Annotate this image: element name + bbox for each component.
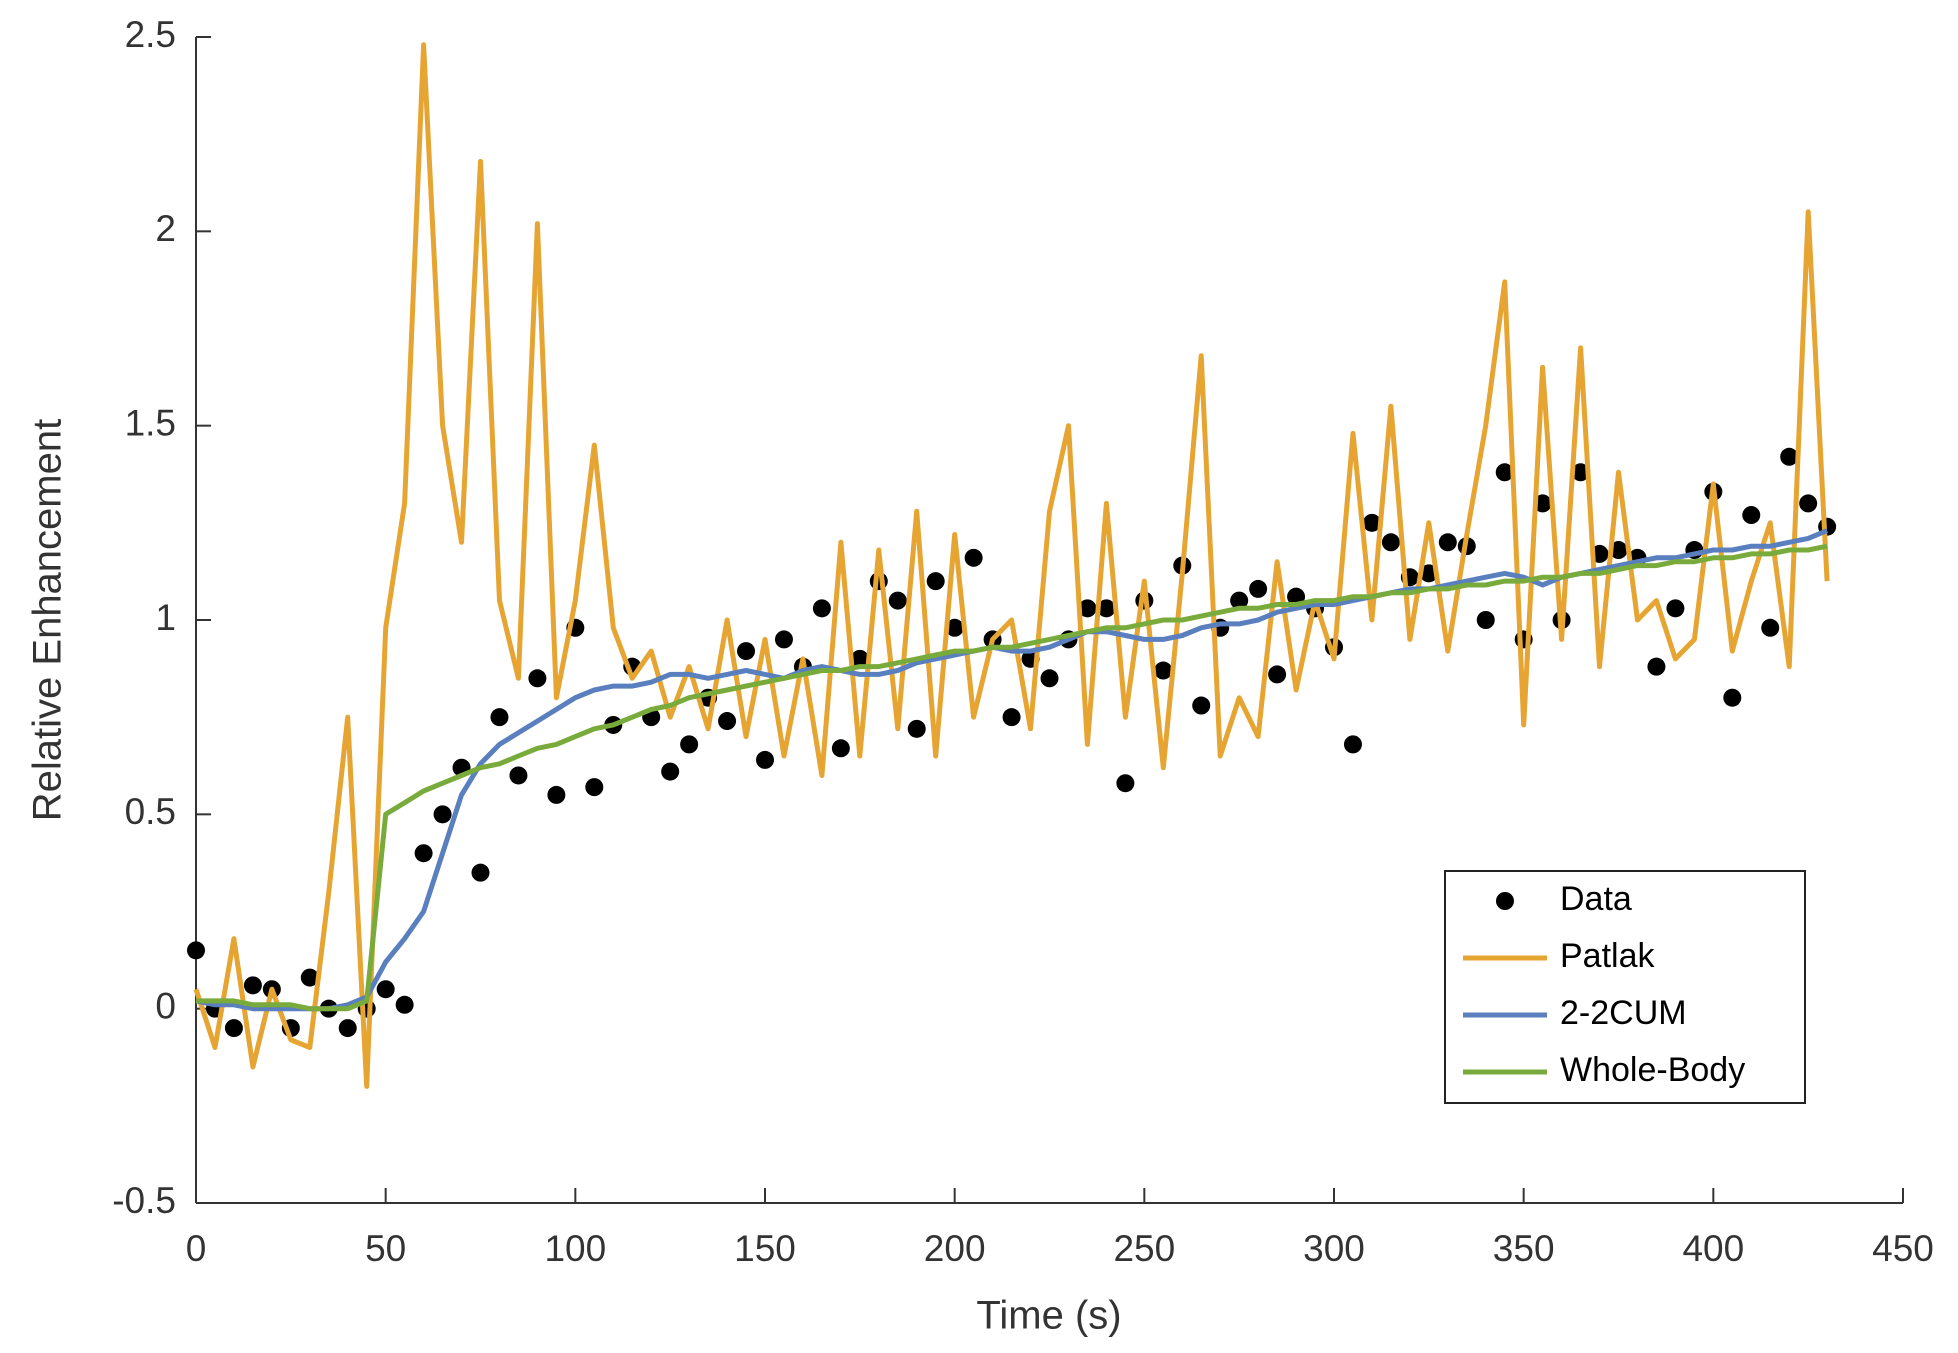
x-tick-label: 0 [186,1228,207,1269]
data-point [1343,735,1362,754]
legend-label: 2-2CUM [1560,994,1687,1032]
data-point [831,739,850,758]
y-tick-label: -0.5 [112,1180,176,1221]
x-tick-label: 250 [1113,1228,1175,1269]
legend-marker [1496,892,1514,910]
data-point [376,980,395,999]
data-point [888,591,907,610]
data-point [585,778,604,797]
data-point [756,750,774,769]
data-point [774,630,793,649]
legend-label: Data [1560,880,1632,918]
data-point [1097,599,1116,618]
data-point [1609,541,1628,560]
data-point [224,1019,243,1038]
data-point [243,976,262,995]
x-tick-label: 50 [365,1228,406,1269]
data-point [812,599,831,618]
data-point [661,762,680,781]
data-point [300,968,319,987]
x-tick-label: 150 [734,1228,796,1269]
data-point [1362,513,1381,532]
data-point [338,1019,357,1038]
data-point [1002,708,1021,727]
data-point [1742,506,1761,525]
data-point [1438,533,1457,552]
data-point [1192,696,1211,715]
data-point [1116,774,1135,793]
data-point [718,712,737,731]
data-point [187,941,205,960]
data-point [926,572,945,591]
data-point [1230,591,1249,610]
y-tick-label: 0 [155,985,176,1026]
data-point [547,785,566,804]
data-point [395,995,414,1014]
x-axis-label: Time (s) [976,1294,1121,1338]
y-tick-label: 0.5 [125,791,176,832]
y-tick-label: 2 [155,208,176,249]
y-tick-label: 1.5 [125,402,176,443]
data-point [1761,618,1780,637]
series-line [196,543,1828,1012]
data-point [945,618,964,637]
y-tick-label: 1 [155,597,176,638]
x-tick-label: 200 [924,1228,986,1269]
x-tick-label: 300 [1303,1228,1365,1269]
data-point [1723,688,1742,707]
data-point [850,649,869,668]
data-point [414,844,433,863]
y-axis-label: Relative Enhancement [26,419,70,821]
x-tick-label: 100 [544,1228,606,1269]
data-point [490,708,509,727]
series-line [195,528,1829,1012]
data-point [680,735,699,754]
data-point [1040,669,1059,688]
data-point [964,548,983,567]
data-point [433,805,452,824]
data-point [1476,611,1495,629]
data-point [509,766,528,785]
x-tick-label: 450 [1872,1228,1934,1269]
data-point [471,863,490,882]
data-point [1571,463,1590,482]
data-point [1381,533,1400,552]
data-point [1666,599,1685,618]
data-point [737,642,756,661]
x-tick-label: 350 [1493,1228,1555,1269]
data-point [907,719,926,738]
data-point [1268,665,1287,684]
data-point [1495,463,1514,482]
y-tick-label: 2.5 [125,14,176,55]
x-tick-label: 400 [1682,1228,1744,1269]
legend-label: Whole-Body [1560,1051,1745,1089]
data-point [1154,661,1173,680]
data-point [1799,494,1818,513]
data-point [528,669,547,688]
data-point [1647,657,1666,676]
series-line [193,42,1830,1089]
data-point [1780,447,1799,466]
data-point [1249,579,1268,598]
data-point [1078,599,1097,618]
legend-label: Patlak [1560,937,1655,975]
